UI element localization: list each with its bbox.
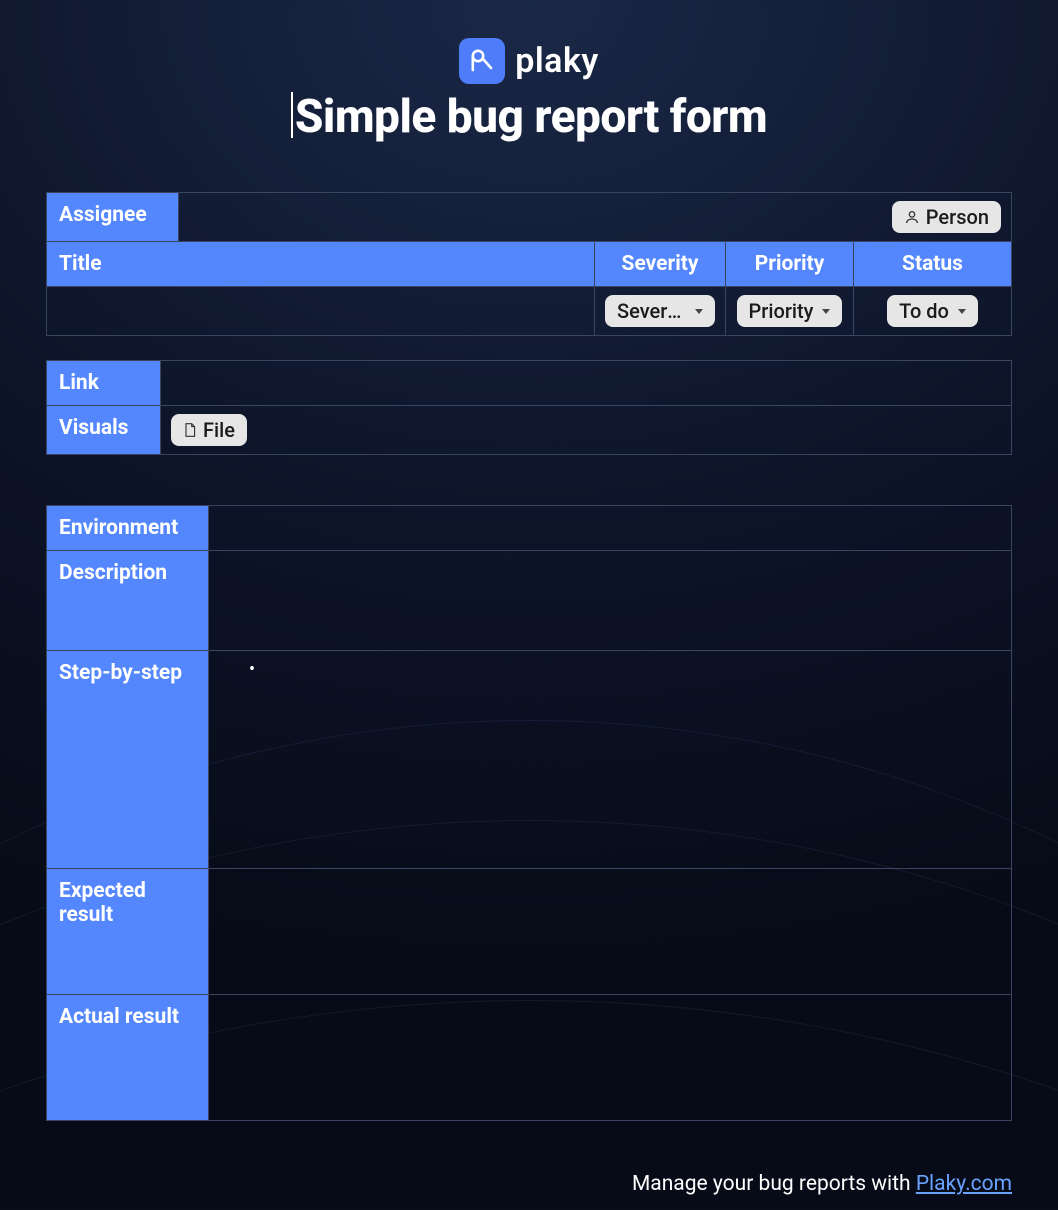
person-icon (904, 209, 920, 225)
priority-cell: Priority (726, 287, 854, 336)
expected-input-cell[interactable] (209, 869, 1012, 995)
visuals-value-cell: File (161, 406, 1012, 455)
steps-input-cell[interactable]: • (209, 651, 1012, 869)
text-cursor-icon (291, 92, 293, 138)
brand-name: plaky (515, 41, 599, 81)
priority-header: Priority (726, 242, 854, 287)
priority-selected-label: Priority (749, 299, 814, 323)
title-header: Title (47, 242, 595, 287)
assignee-person-label: Person (926, 205, 989, 229)
chevron-down-icon (822, 309, 830, 314)
status-cell: To do (854, 287, 1012, 336)
environment-label-cell: Environment (47, 506, 209, 551)
chevron-down-icon (695, 309, 703, 314)
description-label-cell: Description (47, 551, 209, 651)
file-icon (183, 422, 197, 438)
status-header: Status (854, 242, 1012, 287)
footer-prefix: Manage your bug reports with (632, 1172, 916, 1196)
severity-select[interactable]: Severi… (605, 295, 715, 327)
environment-input-cell[interactable] (209, 506, 1012, 551)
file-upload-button[interactable]: File (171, 414, 247, 446)
actual-label-cell: Actual result (47, 995, 209, 1121)
file-button-label: File (203, 418, 235, 442)
steps-label-cell: Step-by-step (47, 651, 209, 869)
severity-selected-label: Severi… (617, 299, 686, 323)
description-input-cell[interactable] (209, 551, 1012, 651)
footer-plaky-link[interactable]: Plaky.com (916, 1172, 1012, 1196)
footer-text: Manage your bug reports with Plaky.com (632, 1172, 1012, 1196)
visuals-label-cell: Visuals (47, 406, 161, 455)
status-select[interactable]: To do (887, 295, 978, 327)
bug-meta-table: Assignee Person Title Severity Priority … (46, 192, 1012, 336)
assignee-value-cell[interactable]: Person (179, 193, 1012, 242)
assignee-label-cell: Assignee (47, 193, 179, 242)
attachments-table: Link Visuals File (46, 360, 1012, 455)
status-selected-label: To do (899, 299, 949, 323)
chevron-down-icon (958, 309, 966, 314)
page-title: Simple bug report form (46, 90, 1012, 144)
link-label-cell: Link (47, 361, 161, 406)
assignee-person-button[interactable]: Person (892, 201, 1001, 233)
severity-header: Severity (595, 242, 726, 287)
priority-select[interactable]: Priority (737, 295, 843, 327)
link-input-cell[interactable] (161, 361, 1012, 406)
brand-header: plaky (46, 38, 1012, 84)
step-bullet-item: • (219, 659, 1001, 680)
page-title-text: Simple bug report form (295, 90, 767, 144)
severity-cell: Severi… (595, 287, 726, 336)
actual-input-cell[interactable] (209, 995, 1012, 1121)
details-table: Environment Description Step-by-step • E… (46, 505, 1012, 1121)
plaky-logo-icon (459, 38, 505, 84)
expected-label-cell: Expected result (47, 869, 209, 995)
title-input-cell[interactable] (47, 287, 595, 336)
